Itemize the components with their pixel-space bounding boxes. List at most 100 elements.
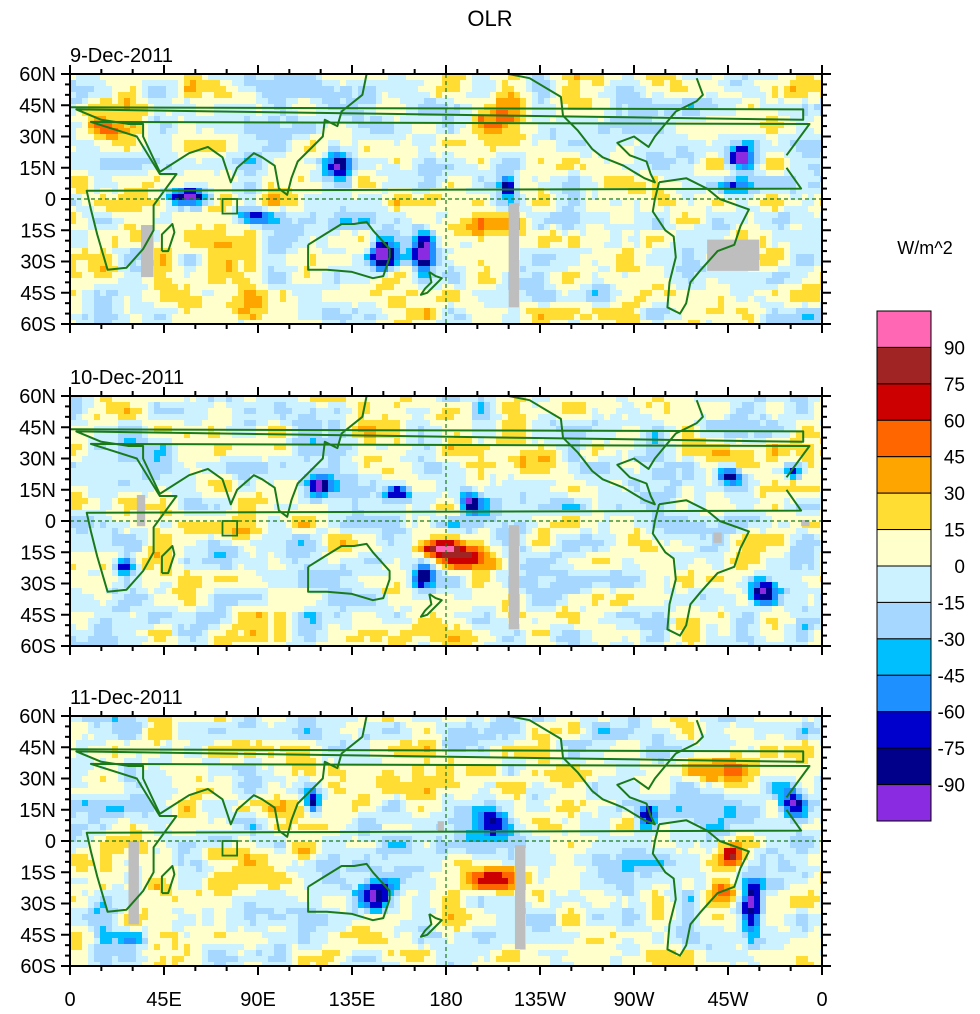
olr-cell: [526, 296, 533, 303]
olr-cell: [700, 230, 707, 237]
olr-cell: [466, 98, 473, 105]
olr-cell: [442, 182, 449, 189]
olr-cell: [496, 92, 503, 99]
olr-cell: [436, 140, 443, 147]
olr-cell: [538, 284, 545, 291]
olr-cell: [268, 116, 275, 123]
olr-cell: [400, 86, 407, 93]
olr-cell: [526, 272, 533, 279]
olr-cell: [748, 194, 755, 201]
olr-cell: [700, 158, 707, 165]
olr-cell: [292, 194, 299, 201]
olr-cell: [706, 98, 713, 105]
olr-cell: [502, 140, 509, 147]
olr-cell: [358, 266, 365, 273]
olr-cell: [400, 278, 407, 285]
olr-cell: [400, 92, 407, 99]
olr-cell: [688, 74, 695, 81]
olr-cell: [664, 74, 671, 81]
olr-cell: [202, 116, 209, 123]
olr-cell: [154, 158, 161, 165]
olr-cell: [154, 278, 161, 285]
olr-cell: [340, 98, 347, 105]
olr-cell: [190, 236, 197, 243]
olr-cell: [820, 242, 822, 249]
olr-cell: [646, 296, 653, 303]
olr-cell: [730, 104, 737, 111]
olr-cell: [124, 272, 131, 279]
olr-cell: [676, 170, 683, 177]
olr-cell: [346, 188, 353, 195]
olr-cell: [502, 260, 509, 267]
olr-cell: [664, 92, 671, 99]
olr-cell: [274, 254, 281, 261]
olr-cell: [292, 80, 299, 87]
olr-cell: [568, 134, 575, 141]
olr-cell: [100, 308, 107, 315]
olr-cell: [580, 230, 587, 237]
olr-cell: [526, 302, 533, 309]
olr-cell: [640, 278, 647, 285]
olr-cell: [736, 128, 743, 135]
olr-cell: [154, 170, 161, 177]
olr-cell: [514, 194, 521, 201]
olr-cell: [436, 152, 443, 159]
olr-cell: [802, 218, 809, 225]
olr-cell: [490, 236, 497, 243]
olr-cell: [748, 110, 755, 117]
olr-cell: [148, 92, 155, 99]
olr-cell: [364, 194, 371, 201]
olr-cell: [76, 158, 83, 165]
olr-cell: [178, 122, 185, 129]
olr-cell: [646, 134, 653, 141]
olr-cell: [814, 128, 821, 135]
olr-cell: [616, 218, 623, 225]
olr-cell: [88, 284, 95, 291]
olr-cell: [742, 134, 749, 141]
olr-cell: [430, 74, 437, 81]
olr-cell: [394, 140, 401, 147]
olr-cell: [100, 128, 107, 135]
olr-cell: [712, 86, 719, 93]
olr-cell: [526, 188, 533, 195]
olr-cell: [244, 230, 251, 237]
olr-cell: [322, 128, 329, 135]
olr-cell: [520, 170, 527, 177]
olr-cell: [292, 170, 299, 177]
olr-cell: [118, 242, 125, 249]
olr-cell: [364, 152, 371, 159]
olr-cell: [652, 206, 659, 213]
olr-cell: [394, 158, 401, 165]
olr-cell: [124, 146, 131, 153]
olr-cell: [364, 260, 371, 267]
olr-cell: [406, 80, 413, 87]
olr-cell: [220, 122, 227, 129]
olr-cell: [448, 200, 455, 207]
olr-cell: [196, 110, 203, 117]
olr-cell: [676, 92, 683, 99]
olr-cell: [88, 308, 95, 315]
olr-cell: [502, 164, 509, 171]
olr-cell: [466, 146, 473, 153]
olr-cell: [490, 170, 497, 177]
olr-cell: [622, 206, 629, 213]
olr-cell: [166, 176, 173, 183]
olr-cell: [478, 236, 485, 243]
olr-cell: [754, 194, 761, 201]
olr-cell: [574, 284, 581, 291]
olr-cell: [802, 182, 809, 189]
olr-cell: [778, 278, 785, 285]
olr-cell: [460, 278, 467, 285]
olr-cell: [508, 134, 515, 141]
olr-cell: [502, 200, 509, 207]
olr-cell: [376, 224, 383, 231]
olr-cell: [754, 272, 761, 279]
olr-cell: [748, 92, 755, 99]
olr-cell: [598, 80, 605, 87]
olr-cell: [634, 284, 641, 291]
olr-cell: [814, 104, 821, 111]
olr-cell: [232, 224, 239, 231]
olr-cell: [220, 308, 227, 315]
olr-cell: [448, 188, 455, 195]
olr-cell: [766, 140, 773, 147]
